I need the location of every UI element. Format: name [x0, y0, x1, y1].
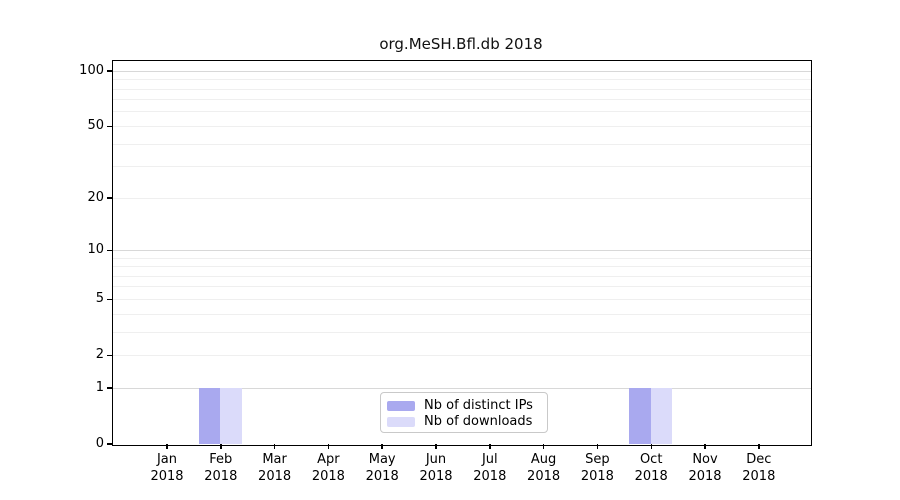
y-gridline-4: [112, 313, 811, 315]
legend: Nb of distinct IPs Nb of downloads: [380, 392, 548, 433]
x-tick-oct: [650, 444, 652, 449]
y-gridline-100: [112, 70, 811, 72]
y-tick-100: [107, 70, 113, 72]
x-tick-jan: [166, 444, 168, 449]
legend-swatch-distinct-ips: [387, 401, 415, 411]
y-tick-5: [107, 298, 113, 300]
x-tick-may: [381, 444, 383, 449]
x-tick-label-apr: Apr 2018: [311, 452, 345, 484]
x-tick-label-sep: Sep 2018: [580, 452, 614, 484]
x-tick-mar: [273, 444, 276, 449]
y-tick-label-5: 5: [95, 291, 104, 307]
x-tick-label-jul: Jul 2018: [473, 452, 507, 484]
x-tick-jul: [489, 444, 491, 449]
y-gridline-6: [112, 286, 811, 288]
y-gridline-3: [112, 331, 811, 333]
y-gridline-5: [112, 298, 811, 300]
y-gridline-40: [112, 143, 811, 145]
x-tick-label-oct: Oct 2018: [634, 452, 668, 484]
y-gridline-7: [112, 275, 811, 277]
x-tick-label-may: May 2018: [365, 452, 399, 484]
x-tick-label-dec: Dec 2018: [742, 452, 776, 484]
y-tick-50: [107, 125, 113, 128]
x-tick-label-mar: Mar 2018: [258, 452, 292, 484]
y-tick-20: [107, 197, 113, 199]
y-gridline-20: [112, 197, 811, 199]
legend-swatch-downloads: [387, 417, 415, 427]
y-tick-label-1: 1: [95, 380, 104, 395]
y-gridline-1: [112, 387, 811, 389]
x-tick-label-jan: Jan 2018: [150, 452, 184, 484]
plot-area: [111, 59, 812, 446]
y-tick-label-10: 10: [87, 242, 104, 258]
y-tick-label-20: 20: [87, 190, 104, 206]
y-tick-label-2: 2: [95, 347, 104, 363]
y-gridline-10: [112, 249, 811, 251]
y-gridline-80: [112, 88, 811, 90]
legend-item-downloads: Nb of downloads: [387, 414, 540, 430]
y-tick-1: [107, 387, 113, 389]
y-gridline-70: [112, 99, 811, 101]
x-tick-dec: [758, 444, 760, 449]
y-gridline-8: [112, 266, 811, 267]
y-tick-label-0: 0: [95, 436, 104, 451]
y-gridline-60: [112, 111, 811, 113]
bar-distinct-ips-feb: [198, 387, 221, 444]
x-tick-apr: [327, 444, 330, 449]
y-tick-label-50: 50: [87, 118, 104, 134]
x-tick-label-aug: Aug 2018: [527, 452, 561, 484]
x-tick-jun: [435, 444, 437, 449]
x-tick-label-feb: Feb 2018: [204, 452, 238, 484]
y-tick-10: [107, 249, 113, 252]
x-tick-feb: [220, 444, 222, 449]
x-tick-aug: [542, 444, 545, 449]
bar-downloads-feb: [220, 387, 242, 444]
y-gridline-50: [112, 125, 811, 127]
legend-label-distinct-ips: Nb of distinct IPs: [424, 398, 533, 413]
y-gridline-2: [112, 354, 811, 356]
y-gridline-9: [112, 257, 811, 259]
x-tick-label-jun: Jun 2018: [419, 452, 453, 484]
bar-distinct-ips-oct: [629, 387, 651, 444]
chart-title: org.MeSH.Bfl.db 2018: [379, 35, 543, 53]
y-tick-2: [107, 354, 113, 356]
legend-label-downloads: Nb of downloads: [424, 414, 533, 429]
x-tick-sep: [596, 444, 599, 449]
x-tick-nov: [704, 444, 706, 449]
y-tick-label-100: 100: [79, 63, 104, 79]
y-gridline-30: [112, 166, 811, 168]
bar-downloads-oct: [650, 387, 673, 444]
legend-item-distinct-ips: Nb of distinct IPs: [387, 398, 540, 414]
y-gridline-90: [112, 79, 811, 81]
x-tick-label-nov: Nov 2018: [688, 452, 722, 484]
y-tick-0: [107, 443, 113, 445]
